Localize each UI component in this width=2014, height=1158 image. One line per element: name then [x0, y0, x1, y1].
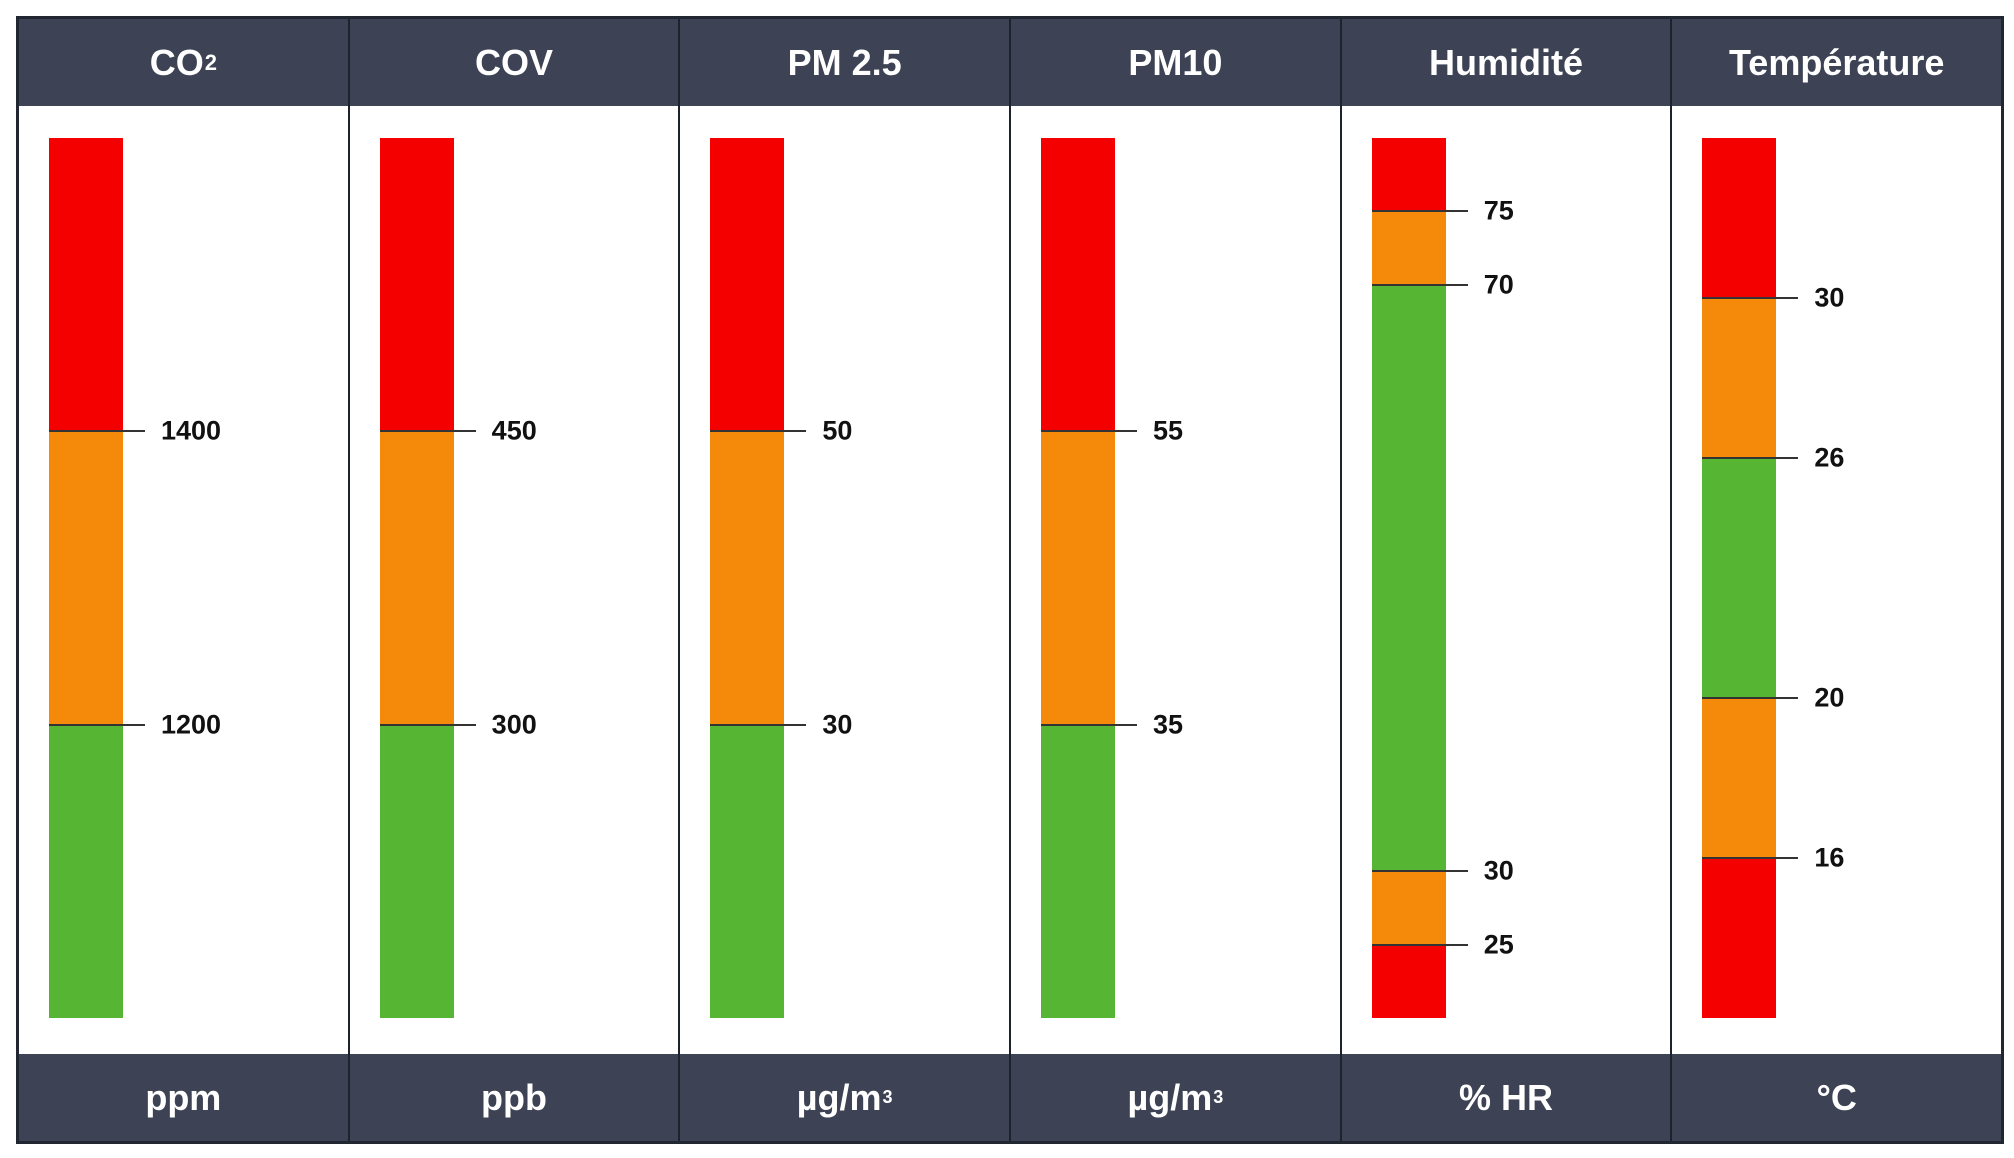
threshold-tick	[1371, 210, 1468, 213]
threshold-label: 55	[1153, 415, 1184, 446]
threshold-tick	[710, 430, 807, 433]
unit-temperature: °C	[1672, 1054, 2001, 1141]
column-pm25: 50 30	[680, 106, 1012, 1054]
threshold-label: 30	[822, 709, 853, 740]
column-pm10: 55 35	[1011, 106, 1342, 1054]
threshold-label: 1400	[161, 415, 222, 446]
segment-green	[379, 724, 454, 1018]
segment-orange	[1041, 431, 1116, 725]
scale-bar-co: 1400 1200	[49, 138, 221, 1018]
header-co2-main: CO	[149, 41, 204, 83]
segment-orange	[1371, 871, 1446, 945]
air-quality-scale-table: CO 2 COV PM 2.5 PM10 Humidité Température…	[16, 16, 2004, 1144]
threshold-tick	[49, 723, 145, 726]
scale-bar-temprature: 30 26 20 16	[1702, 138, 1844, 1018]
header-co2-subscript: 2	[204, 49, 217, 75]
segment-red	[49, 138, 123, 432]
header-humidite-main: Humidité	[1429, 41, 1584, 83]
threshold-label: 20	[1814, 682, 1845, 713]
units-row: ppm ppb µg/m 3 µg/m 3 % HR °C	[19, 1054, 2001, 1141]
threshold-label: 450	[491, 415, 537, 446]
scale-bars-row: 1400 1200 450 300 50 30 55 35 75 70 30 25 30 26 2…	[19, 106, 2001, 1054]
threshold-label: 300	[491, 709, 537, 740]
threshold-label: 70	[1483, 269, 1514, 300]
threshold-tick	[1371, 943, 1468, 946]
unit-humidite: % HR	[1342, 1054, 1673, 1141]
threshold-label: 50	[822, 415, 853, 446]
segment-orange	[1702, 298, 1777, 458]
segment-red	[710, 138, 785, 432]
threshold-tick	[1041, 723, 1138, 726]
threshold-tick	[1702, 857, 1799, 859]
segment-green	[1702, 458, 1777, 698]
threshold-label: 30	[1814, 282, 1845, 313]
segment-red	[379, 138, 454, 432]
threshold-tick	[710, 723, 807, 726]
threshold-label: 75	[1483, 195, 1514, 226]
header-pm10-main: PM10	[1128, 41, 1223, 83]
segment-orange	[379, 431, 454, 725]
header-row: CO 2 COV PM 2.5 PM10 Humidité Température	[19, 19, 2001, 106]
segment-green	[1041, 724, 1116, 1018]
segment-orange	[49, 431, 123, 725]
threshold-tick	[379, 723, 476, 726]
scale-bar-pm25: 50 30	[710, 138, 852, 1018]
scale-bar-humidit: 75 70 30 25	[1371, 138, 1514, 1018]
header-cov-main: COV	[475, 41, 554, 83]
scale-bar-cov: 450 300	[379, 138, 537, 1018]
header-humidite: Humidité	[1342, 19, 1673, 106]
unit-co2-main: ppm	[145, 1076, 222, 1118]
unit-cov: ppb	[350, 1054, 681, 1141]
header-pm10: PM10	[1011, 19, 1342, 106]
column-cov: 450 300	[350, 106, 681, 1054]
unit-pm10-main: µg/m	[1127, 1076, 1213, 1118]
threshold-tick	[1371, 870, 1468, 873]
threshold-tick	[1371, 283, 1468, 286]
threshold-label: 26	[1814, 442, 1845, 473]
header-pm25: PM 2.5	[680, 19, 1012, 106]
segment-orange	[1371, 211, 1446, 285]
header-temperature: Température	[1672, 19, 2001, 106]
threshold-tick	[49, 430, 145, 433]
segment-green	[1371, 284, 1446, 872]
threshold-label: 30	[1483, 855, 1514, 886]
segment-green	[49, 724, 123, 1018]
threshold-tick	[1702, 697, 1799, 699]
segment-orange	[1702, 698, 1777, 858]
segment-red	[1702, 858, 1777, 1018]
threshold-label: 35	[1153, 709, 1184, 740]
segment-green	[710, 724, 785, 1018]
segment-red	[1371, 138, 1446, 212]
unit-pm25-main: µg/m	[796, 1076, 882, 1118]
column-humidite: 75 70 30 25	[1342, 106, 1673, 1054]
threshold-tick	[1702, 457, 1799, 459]
header-co2: CO 2	[19, 19, 350, 106]
segment-red	[1702, 138, 1777, 298]
unit-co2: ppm	[19, 1054, 350, 1141]
threshold-tick	[379, 430, 476, 433]
header-pm25-main: PM 2.5	[787, 41, 902, 83]
unit-pm25: µg/m 3	[680, 1054, 1012, 1141]
unit-cov-main: ppb	[481, 1076, 547, 1118]
header-temperature-main: Température	[1728, 41, 1945, 83]
threshold-label: 1200	[161, 709, 222, 740]
scale-bar-pm10: 55 35	[1041, 138, 1183, 1018]
unit-temperature-main: °C	[1816, 1076, 1857, 1118]
segment-orange	[710, 431, 785, 725]
segment-red	[1041, 138, 1116, 432]
column-co2: 1400 1200	[19, 106, 350, 1054]
header-cov: COV	[350, 19, 681, 106]
unit-pm25-superscript: 3	[882, 1087, 893, 1107]
column-temperature: 30 26 20 16	[1672, 106, 2001, 1054]
unit-humidite-main: % HR	[1459, 1076, 1554, 1118]
unit-pm10: µg/m 3	[1011, 1054, 1342, 1141]
unit-pm10-superscript: 3	[1213, 1087, 1224, 1107]
segment-red	[1371, 944, 1446, 1018]
threshold-label: 16	[1814, 842, 1845, 873]
threshold-tick	[1041, 430, 1138, 433]
threshold-label: 25	[1483, 929, 1514, 960]
threshold-tick	[1702, 297, 1799, 299]
